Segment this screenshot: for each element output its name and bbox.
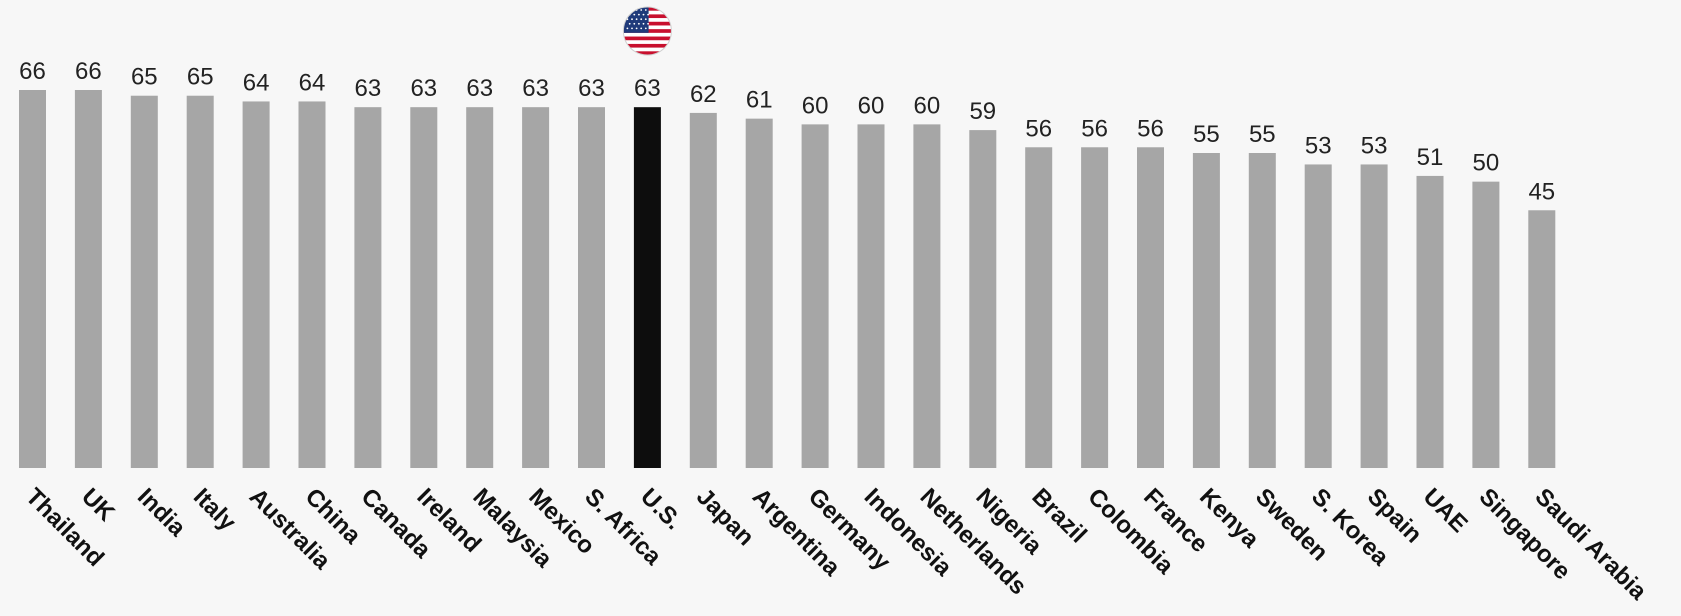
value-label: 60	[858, 92, 885, 119]
value-labels-layer: 66 66 65 65 64 64 63 63 63 63 63 63 62 61 60 60 60 59 56 56…	[19, 58, 1555, 205]
bar-spain	[1360, 164, 1388, 469]
value-label: 61	[746, 87, 773, 114]
value-label: 66	[75, 58, 102, 85]
value-label: 45	[1528, 178, 1555, 205]
value-label: 63	[522, 75, 549, 102]
bar-germany	[801, 124, 829, 468]
value-label: 63	[410, 75, 437, 102]
bar-thailand	[19, 90, 46, 468]
value-label: 55	[1249, 121, 1276, 148]
value-label: 56	[1081, 115, 1108, 142]
value-label: 56	[1025, 115, 1052, 142]
value-label: 55	[1193, 121, 1220, 148]
bar-malaysia	[466, 107, 494, 468]
value-label: 66	[19, 58, 46, 85]
value-label: 64	[243, 69, 270, 96]
bar-uk	[74, 90, 102, 468]
value-label: 60	[802, 92, 829, 119]
bar-s-korea	[1304, 164, 1332, 469]
bar-brazil	[1025, 147, 1053, 469]
bar-ireland	[410, 107, 438, 468]
us-flag-icon	[622, 6, 672, 56]
bar-japan	[689, 112, 717, 468]
bar-nigeria	[969, 130, 997, 468]
bars-layer	[19, 90, 1556, 469]
bar-italy	[186, 95, 214, 469]
bar-kenya	[1192, 153, 1220, 468]
bar-indonesia	[857, 124, 885, 468]
value-label: 63	[466, 75, 493, 102]
bar-colombia	[1081, 147, 1109, 469]
category-label: India	[132, 483, 191, 542]
bar-sweden	[1248, 153, 1276, 468]
bar-uae	[1416, 175, 1444, 468]
category-label: UK	[76, 483, 120, 527]
bar-australia	[242, 101, 270, 469]
value-label: 63	[355, 75, 382, 102]
bar-france	[1137, 147, 1164, 469]
category-label: Japan	[691, 483, 759, 551]
bar-saudi-arabia	[1528, 210, 1556, 469]
bar-netherlands	[913, 124, 941, 468]
bar-s-africa	[578, 107, 605, 468]
category-label: Italy	[188, 483, 242, 537]
bar-singapore	[1472, 181, 1500, 469]
value-label: 53	[1305, 132, 1332, 159]
value-label: 65	[187, 64, 214, 91]
bar-canada	[354, 107, 382, 468]
bar-china	[298, 101, 326, 469]
value-label: 53	[1361, 132, 1388, 159]
value-label: 59	[969, 98, 996, 125]
bar-u-s	[633, 107, 661, 468]
bar-mexico	[522, 107, 550, 468]
bar-argentina	[745, 118, 773, 469]
value-label: 50	[1473, 150, 1500, 177]
bar-india	[130, 95, 158, 469]
value-label: 51	[1417, 144, 1444, 171]
value-label: 63	[634, 75, 661, 102]
value-label: 65	[131, 64, 158, 91]
value-label: 62	[690, 81, 717, 108]
value-label: 60	[914, 92, 941, 119]
value-label: 63	[578, 75, 605, 102]
value-label: 56	[1137, 115, 1164, 142]
value-label: 64	[299, 69, 326, 96]
